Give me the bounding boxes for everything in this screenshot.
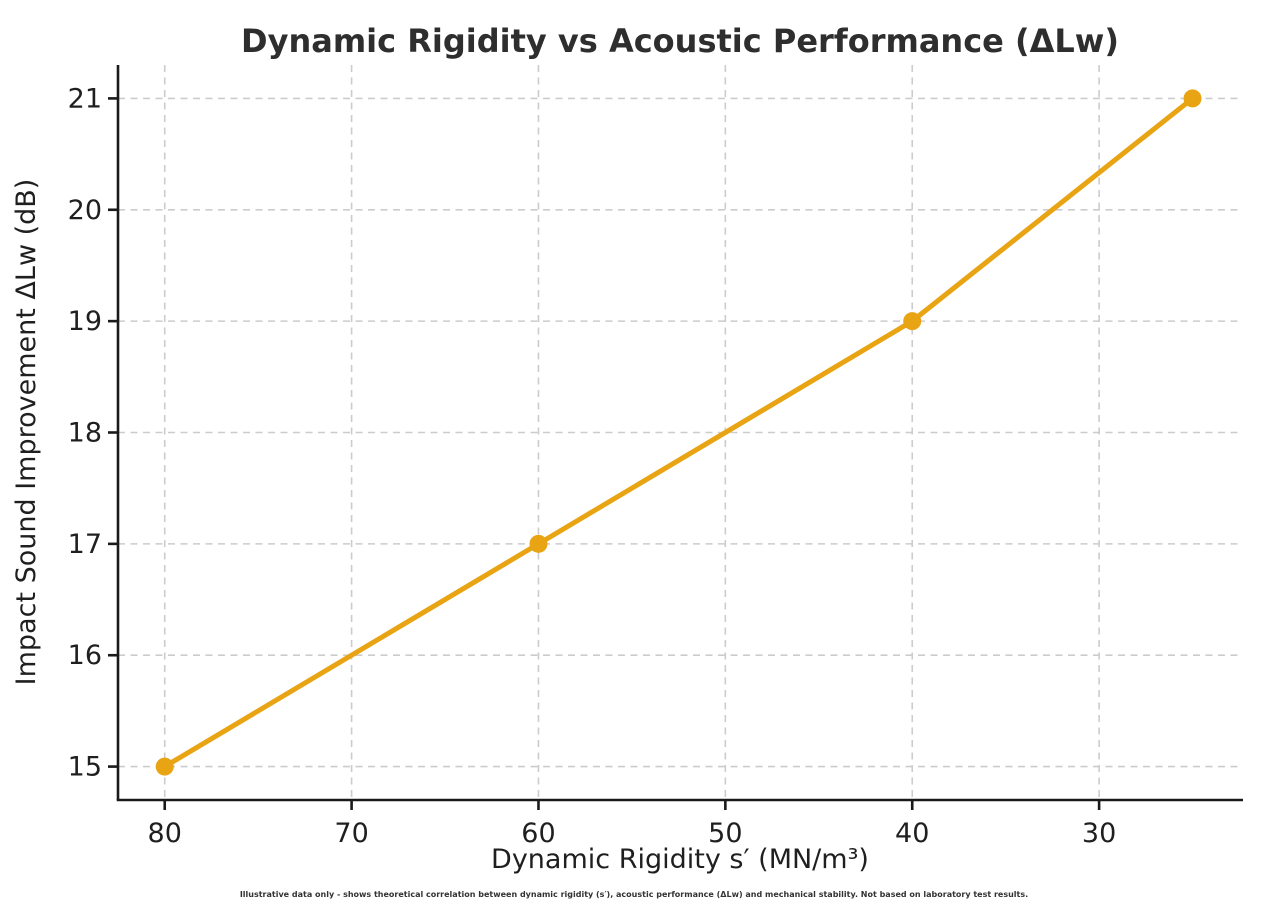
grid-layer [118, 65, 1243, 800]
x-tick-label: 80 [148, 818, 182, 849]
x-tick-label: 30 [1082, 818, 1116, 849]
x-tick-label: 50 [708, 818, 742, 849]
data-point [155, 757, 174, 776]
y-tick-label: 17 [68, 529, 102, 560]
chart-title: Dynamic Rigidity vs Acoustic Performance… [241, 22, 1119, 60]
data-series-layer [155, 89, 1202, 776]
chart-footnote: Illustrative data only - shows theoretic… [240, 890, 1028, 899]
x-tick-label: 40 [895, 818, 929, 849]
data-point [903, 312, 922, 331]
y-tick-label: 20 [68, 195, 102, 226]
y-axis-label: Impact Sound Improvement ΔLw (dB) [11, 179, 42, 686]
axis-layer: 80 70 60 50 40 30 15 16 17 18 19 20 21 [68, 65, 1243, 849]
data-point [1183, 89, 1202, 108]
x-axis-label: Dynamic Rigidity s′ (MN/m³) [491, 844, 869, 875]
data-point [529, 534, 548, 553]
x-tick-label: 60 [521, 818, 555, 849]
y-tick-label: 19 [68, 306, 102, 337]
data-line [162, 95, 1196, 770]
y-tick-label: 16 [68, 640, 102, 671]
y-tick-label: 21 [68, 83, 102, 114]
x-tick-label: 70 [334, 818, 368, 849]
y-tick-label: 15 [68, 752, 102, 783]
y-tick-label: 18 [68, 418, 102, 449]
